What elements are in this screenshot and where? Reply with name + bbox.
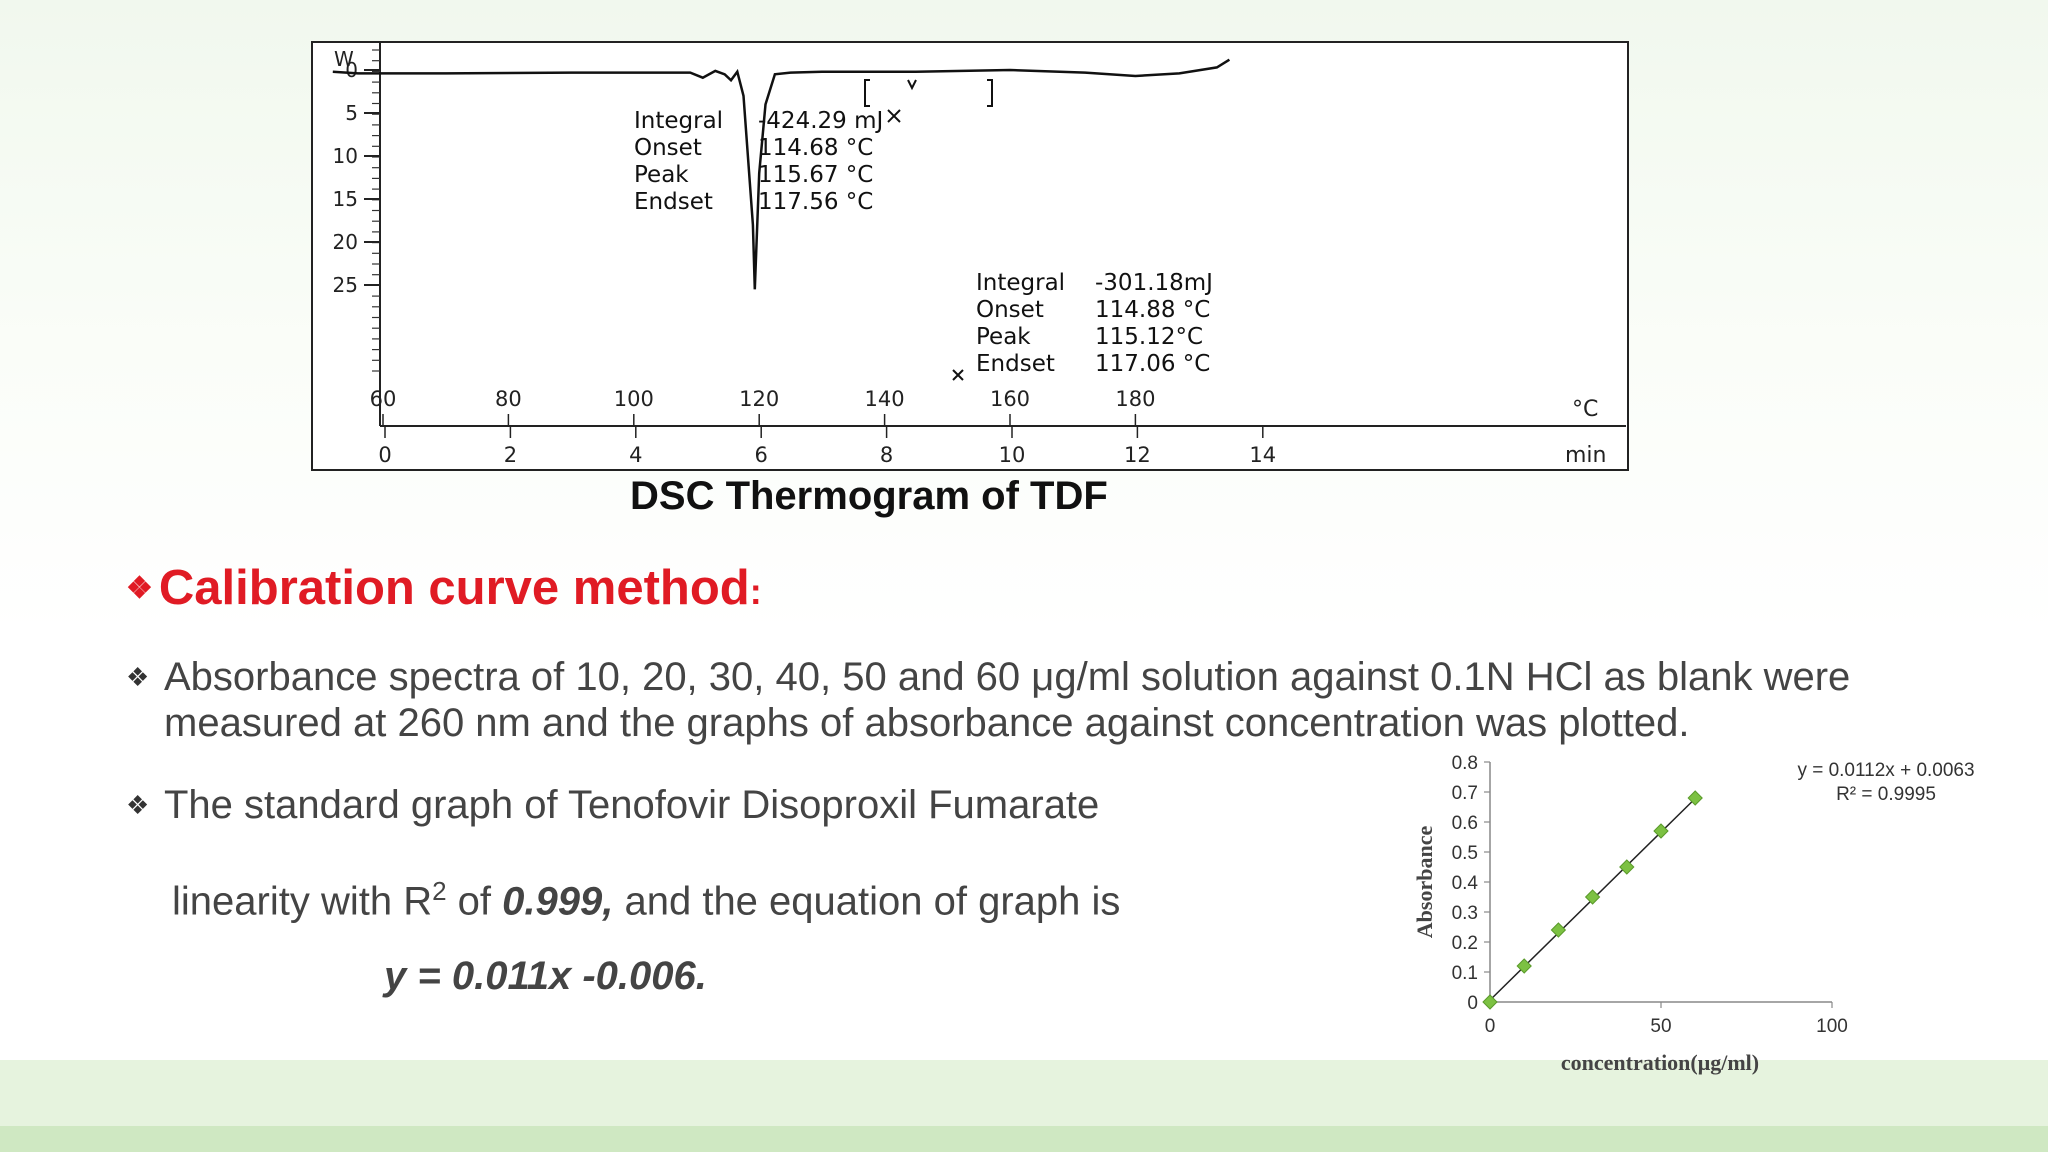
cal-ylabel: Absorbance: [1412, 826, 1437, 939]
dsc-y-tick-label: 20: [333, 230, 358, 254]
bullet-icon: ❖: [126, 662, 150, 692]
bracket-left: [864, 79, 870, 107]
section-bullet-icon: ❖: [126, 572, 153, 605]
equation: y = 0.011x -0.006.: [384, 954, 707, 998]
dsc-time-tick-label: 8: [880, 443, 893, 467]
ann1-value-1: 114.68 °C: [758, 135, 873, 161]
dsc-time-tick-label: 12: [1124, 443, 1151, 467]
cal-y-tick-label: 0.4: [1452, 873, 1479, 894]
calibration-chart: 0 0.1 0.2 0.3 0.4 0.5 0.6 0.7 0.8 0 50 100 y = 0.0…: [1412, 753, 1975, 1075]
cal-y-tick-label: 0.1: [1452, 963, 1478, 984]
dsc-temp-tick-label: 180: [1115, 387, 1155, 411]
cal-data-point: [1482, 994, 1498, 1010]
cal-data-point: [1619, 859, 1635, 875]
dsc-time-tick-label: 2: [504, 443, 517, 467]
section-title-text: Calibration curve method: [158, 561, 750, 615]
cross-top: [907, 79, 917, 91]
cal-xlabel: concentration(μg/ml): [1561, 1050, 1759, 1075]
dsc-time-tick-label: 4: [629, 443, 642, 467]
ann1-value-2: 115.67 °C: [758, 162, 873, 188]
dsc-temp-tick-label: 140: [865, 387, 905, 411]
cal-data-point: [1584, 889, 1601, 905]
dsc-time-tick-label: 10: [999, 443, 1026, 467]
dsc-y-tick-label: 25: [333, 273, 358, 297]
dsc-temp-tick-label: 120: [739, 387, 779, 411]
cal-y-tick-label: 0: [1467, 993, 1478, 1014]
ann2-label-2: Peak: [976, 324, 1031, 350]
dsc-temp-tick-label: 60: [370, 387, 397, 411]
trend-equation: y = 0.0112x + 0.0063: [1797, 760, 1974, 781]
dsc-y-tick-label: 15: [333, 187, 358, 211]
p1-line1: Absorbance spectra of 10, 20, 30, 40, 50…: [164, 655, 1851, 699]
cal-x-tick-label: 50: [1650, 1016, 1671, 1037]
cal-y-tick-label: 0.7: [1452, 783, 1478, 804]
section-title: ❖ Calibration curve method:: [126, 560, 762, 616]
dsc-frame: [311, 41, 1629, 471]
p3-a: linearity with R: [172, 879, 433, 924]
annotation-group-1: Integral Onset Peak Endset -424.29 mJ 11…: [634, 108, 883, 215]
cross-1: [887, 109, 901, 123]
cal-data-point: [1687, 790, 1703, 806]
cross-2: [952, 369, 964, 381]
cal-data-point: [1516, 958, 1532, 974]
ann2-label-0: Integral: [976, 270, 1065, 296]
trend-r2: R² = 0.9995: [1836, 784, 1936, 805]
cal-y-tick-label: 0.3: [1452, 903, 1478, 924]
p3-sup: 2: [432, 876, 447, 906]
cal-y-tick-label: 0.6: [1452, 813, 1478, 834]
p3-bold: 0.999,: [502, 879, 614, 924]
dsc-temp-tick-label: 100: [614, 387, 654, 411]
ann1-label-2: Peak: [634, 162, 689, 188]
dsc-caption: DSC Thermogram of TDF: [630, 474, 1108, 518]
cal-x-tick-label: 0: [1485, 1016, 1496, 1037]
ann2-value-3: 117.06 °C: [1095, 351, 1210, 377]
cal-y-tick-label: 0.2: [1452, 933, 1478, 954]
ann1-value-0: -424.29 mJ: [758, 108, 883, 134]
dsc-temp-tick-label: 80: [495, 387, 522, 411]
cal-x-tick-label: 100: [1816, 1016, 1848, 1037]
dsc-curve: [332, 58, 1231, 290]
footer-band: [0, 1060, 2048, 1126]
dsc-time-tick-label: 14: [1249, 443, 1276, 467]
ann2-value-1: 114.88 °C: [1095, 297, 1210, 323]
ann2-value-2: 115.12°C: [1095, 324, 1203, 350]
cal-y-tick-label: 0.5: [1452, 843, 1478, 864]
dsc-thermogram: 0 5 10 15 20 25 60 80 100 120 140 160 180 0 2 4 6 8 10 12 1…: [311, 41, 1629, 471]
ann1-label-1: Onset: [634, 135, 702, 161]
ann2-label-3: Endset: [976, 351, 1055, 377]
cal-data-point: [1550, 922, 1567, 938]
cal-y-tick-label: 0.8: [1452, 753, 1478, 774]
p3-c: and the equation of graph is: [613, 879, 1121, 924]
p1-line2: measured at 260 nm and the graphs of abs…: [164, 701, 1690, 745]
annotation-group-2: Integral Onset Peak Endset -301.18mJ 114…: [976, 270, 1213, 377]
dsc-y-tick-label: 10: [333, 144, 358, 168]
ann1-label-3: Endset: [634, 189, 713, 215]
bracket-right: [987, 79, 993, 107]
bullet-icon: ❖: [126, 790, 150, 820]
dsc-time-tick-label: 6: [755, 443, 768, 467]
dsc-y-tick-label: 0: [345, 58, 358, 82]
ann1-value-3: 117.56 °C: [758, 189, 873, 215]
p2-text: The standard graph of Tenofovir Disoprox…: [164, 783, 1100, 827]
dsc-y-unit: W: [334, 47, 354, 71]
dsc-temp-tick-label: 160: [990, 387, 1030, 411]
p3-b: of: [446, 879, 503, 924]
cal-data-point: [1653, 823, 1669, 839]
paragraph-1: ❖ Absorbance spectra of 10, 20, 30, 40, 5…: [126, 654, 2006, 746]
ann2-label-1: Onset: [976, 297, 1044, 323]
section-colon: :: [749, 571, 762, 612]
ann2-value-0: -301.18mJ: [1095, 270, 1213, 296]
ann1-label-0: Integral: [634, 108, 723, 134]
paragraph-3: linearity with R2 of 0.999, and the equa…: [172, 868, 1120, 924]
dsc-temp-unit: °C: [1572, 397, 1598, 422]
dsc-time-unit: min: [1565, 443, 1607, 468]
footer-band-dark: [0, 1126, 2048, 1152]
dsc-y-tick-label: 5: [345, 101, 358, 125]
dsc-time-tick-label: 0: [378, 443, 391, 467]
paragraph-2: ❖ The standard graph of Tenofovir Disopro…: [126, 782, 1099, 828]
